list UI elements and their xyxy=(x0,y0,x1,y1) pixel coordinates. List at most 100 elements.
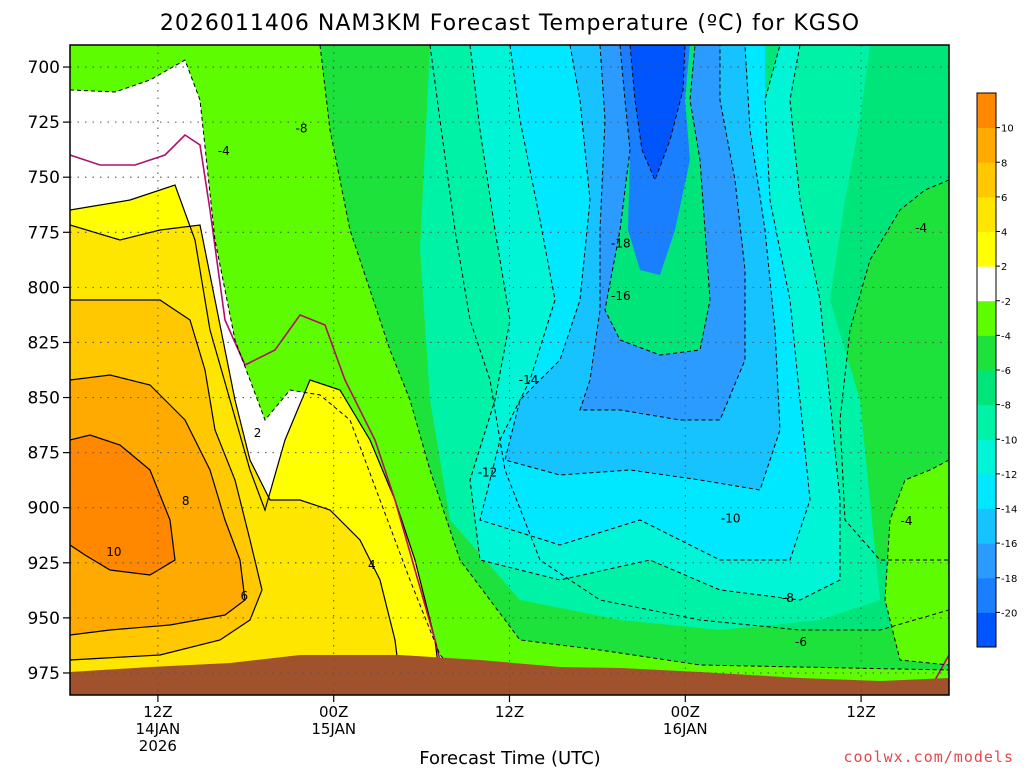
contour-label: 10 xyxy=(106,545,121,559)
colorbar-tick-label: 8 xyxy=(1001,158,1007,169)
y-axis: 700 725 750 775 800 825 850 875 900 925 950 975 xyxy=(28,58,70,684)
y-tick-label: 700 xyxy=(28,58,60,78)
x-tick-label: 2026 xyxy=(139,737,177,755)
y-tick-label: 750 xyxy=(28,168,60,188)
contour-minus2-east xyxy=(884,459,949,666)
colorbar-swatch xyxy=(977,196,996,232)
temp-band-minus14-to-minus12 xyxy=(480,45,810,560)
x-axis-label: Forecast Time (UTC) xyxy=(419,748,600,768)
temp-band-minus16-to-minus14 xyxy=(505,45,780,490)
contour-minus14 xyxy=(579,45,746,421)
colorbar-swatch xyxy=(977,93,996,129)
colorbar-swatch xyxy=(977,162,996,198)
contour-label: 6 xyxy=(241,589,249,603)
colorbar-tick-label: 4 xyxy=(1001,228,1007,239)
contour-label: -4 xyxy=(915,221,927,235)
colorbar-tick-label: -2 xyxy=(1001,297,1011,308)
colorbar-tick-label: -6 xyxy=(1001,366,1011,377)
temp-band-minus18-to-minus16 xyxy=(580,45,745,420)
contour-minus10 xyxy=(479,45,811,561)
contour-minus4 xyxy=(319,45,949,671)
colorbar-swatch xyxy=(977,335,996,371)
x-tick-label: 16JAN xyxy=(663,720,708,738)
y-tick-label: 900 xyxy=(28,499,60,519)
contour-label: 8 xyxy=(182,494,190,508)
freezing-contour-0-east xyxy=(934,654,949,681)
contour-label: -16 xyxy=(611,289,631,303)
colorbar-swatch xyxy=(977,127,996,163)
positive-contours xyxy=(70,184,441,681)
chart-title: 2026011406 NAM3KM Forecast Temperature (… xyxy=(160,11,860,36)
colorbar: -20 -18 -16 -14 -12 -10 -8 -6 -4 -2 2 4 6 8 10 xyxy=(976,92,1017,648)
colorbar-tick-label: -4 xyxy=(1001,331,1011,342)
negative-contours xyxy=(70,45,949,676)
contour-label: -6 xyxy=(795,635,807,649)
colorbar-swatch xyxy=(977,543,996,579)
y-tick-label: 875 xyxy=(28,444,60,464)
contour-label: -14 xyxy=(519,373,539,387)
contour-label: -18 xyxy=(611,236,631,250)
plot-area xyxy=(70,45,949,695)
temp-band-minus10-to-minus8 xyxy=(420,45,880,630)
credit-link[interactable]: coolwx.com/models xyxy=(843,748,1014,766)
contour-2 xyxy=(70,184,441,681)
colorbar-swatch xyxy=(977,370,996,406)
colorbar-swatch xyxy=(977,473,996,509)
contour-label: 4 xyxy=(368,558,376,572)
y-tick-label: 775 xyxy=(28,223,60,243)
contour-6 xyxy=(70,299,263,661)
colorbar-tick-label: -16 xyxy=(1001,539,1017,550)
contour-label: -4 xyxy=(218,144,230,158)
contour-label: -8 xyxy=(782,591,794,605)
colorbar-swatch xyxy=(977,508,996,544)
temp-band-minus20-below xyxy=(630,45,685,180)
x-tick-label: 12Z xyxy=(846,703,875,721)
colorbar-swatch xyxy=(977,577,996,613)
contour-10 xyxy=(70,434,176,576)
contour-label: -10 xyxy=(721,512,741,526)
colorbar-tick-label: 6 xyxy=(1001,193,1007,204)
freezing-contour-0 xyxy=(70,133,446,681)
contour-label: -12 xyxy=(478,465,498,479)
contour-minus16 xyxy=(604,45,711,356)
colorbar-tick-label: -14 xyxy=(1001,505,1017,516)
x-tick-label: 14JAN xyxy=(136,720,181,738)
colorbar-swatch xyxy=(977,439,996,475)
contour-minus6 xyxy=(429,45,949,631)
temp-band-10-plus xyxy=(70,435,175,575)
colorbar-swatch xyxy=(977,300,996,336)
colorbar-swatch xyxy=(977,231,996,267)
contour-4 xyxy=(70,224,401,681)
colorbar-tick-label: -18 xyxy=(1001,574,1017,585)
contour-minus12 xyxy=(504,45,781,491)
contour-labels: -8 -4 -18 -16 -14 -12 -10 -8 -6 -4 -4 2 4 6 8 10 xyxy=(106,122,927,649)
y-tick-label: 800 xyxy=(28,278,60,298)
y-tick-label: 975 xyxy=(28,664,60,684)
x-tick-label: 15JAN xyxy=(311,720,356,738)
colorbar-tick-label: -20 xyxy=(1001,608,1017,619)
colorbar-swatch xyxy=(977,404,996,440)
colorbar-swatch xyxy=(977,612,996,648)
x-tick-label: 12Z xyxy=(495,703,524,721)
y-tick-label: 950 xyxy=(28,609,60,629)
x-tick-label: 12Z xyxy=(143,703,172,721)
contour-label: -8 xyxy=(295,122,307,136)
colorbar-tick-label: -8 xyxy=(1001,401,1011,412)
contour-minus18 xyxy=(629,45,686,182)
colorbar-tick-label: 10 xyxy=(1001,124,1014,135)
temp-band-minus12-to-minus10 xyxy=(470,45,840,600)
colorbar-swatch xyxy=(977,266,996,302)
y-tick-label: 725 xyxy=(28,113,60,133)
x-tick-label: 00Z xyxy=(319,703,348,721)
x-tick-label: 00Z xyxy=(671,703,700,721)
y-tick-label: 925 xyxy=(28,554,60,574)
colorbar-tick-label: 2 xyxy=(1001,262,1007,273)
contour-minus2 xyxy=(70,59,461,676)
contour-label: -4 xyxy=(901,514,913,528)
temp-band-minus6-to-minus4-east xyxy=(840,45,949,560)
y-tick-label: 850 xyxy=(28,389,60,409)
contour-minus8 xyxy=(469,45,841,601)
colorbar-tick-label: -12 xyxy=(1001,470,1017,481)
